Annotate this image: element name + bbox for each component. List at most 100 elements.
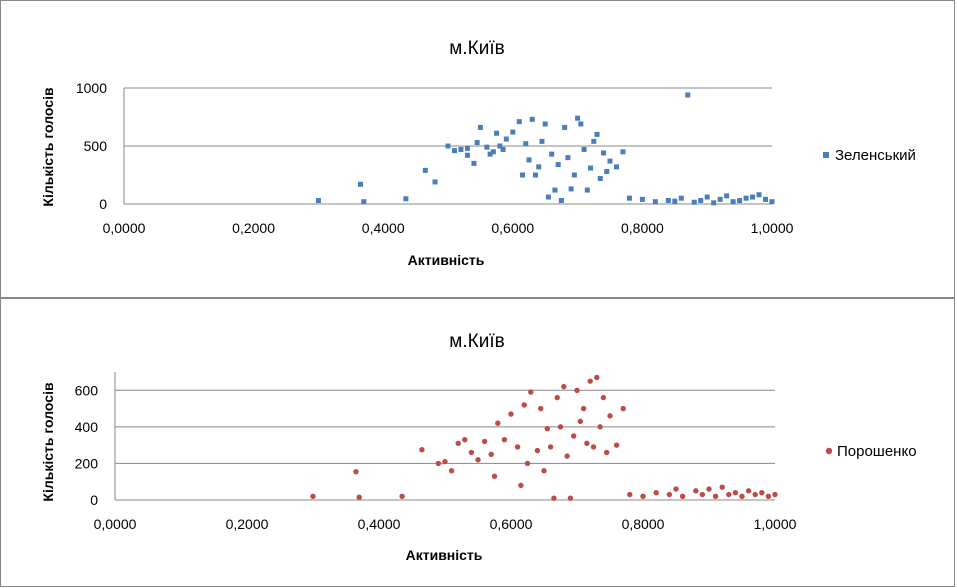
data-point bbox=[445, 143, 451, 149]
data-point bbox=[549, 151, 555, 157]
data-point bbox=[574, 387, 580, 393]
data-point bbox=[604, 449, 610, 456]
data-points bbox=[310, 374, 778, 501]
data-point bbox=[590, 444, 597, 450]
data-point bbox=[536, 164, 542, 170]
data-point bbox=[361, 199, 367, 205]
data-point bbox=[743, 195, 749, 201]
data-point bbox=[719, 484, 725, 490]
legend-entry: Порошенко bbox=[837, 443, 917, 460]
data-point bbox=[607, 158, 613, 164]
data-point bbox=[464, 152, 470, 158]
data-point bbox=[691, 199, 697, 205]
data-point bbox=[481, 438, 488, 445]
data-point bbox=[756, 192, 762, 198]
data-point bbox=[518, 482, 524, 489]
y-tick-label: 0 bbox=[99, 196, 107, 212]
data-point bbox=[495, 420, 501, 426]
data-point bbox=[699, 491, 706, 498]
data-point bbox=[488, 451, 494, 457]
data-point bbox=[613, 164, 619, 170]
data-point bbox=[587, 378, 593, 384]
chart-poroshenko-svg: м.Київ 0 200 400 600 0,0000 0,2000 0,4000 0,60… bbox=[40, 331, 917, 563]
data-points bbox=[315, 92, 775, 206]
data-point bbox=[500, 146, 506, 152]
data-point bbox=[451, 148, 457, 154]
data-point bbox=[739, 493, 745, 500]
data-point bbox=[475, 457, 481, 463]
data-point bbox=[759, 489, 765, 496]
y-axis-label: Кількість голосів bbox=[40, 382, 56, 502]
data-point bbox=[672, 198, 678, 204]
data-point bbox=[640, 493, 646, 500]
data-point bbox=[673, 486, 679, 492]
chart-zelensky-svg: м.Київ 0 500 1000 0,0000 0,2000 0,4000 0,6000… bbox=[40, 38, 916, 268]
data-point bbox=[455, 440, 461, 447]
data-point bbox=[607, 413, 613, 419]
data-point bbox=[763, 196, 769, 202]
y-tick-label: 500 bbox=[84, 138, 108, 154]
data-point bbox=[464, 145, 470, 151]
data-point bbox=[693, 488, 699, 494]
data-point bbox=[524, 460, 531, 467]
data-point bbox=[750, 194, 756, 200]
data-point bbox=[752, 491, 758, 498]
x-tick-label: 1,0000 bbox=[751, 220, 794, 236]
data-point bbox=[580, 405, 587, 412]
data-point bbox=[679, 493, 686, 500]
data-point bbox=[552, 187, 558, 193]
data-point bbox=[698, 198, 704, 204]
gridlines bbox=[114, 372, 775, 501]
data-point bbox=[539, 138, 545, 144]
legend-marker bbox=[825, 447, 833, 455]
data-point bbox=[468, 449, 475, 456]
data-point bbox=[597, 175, 603, 181]
data-point bbox=[571, 172, 577, 178]
data-point bbox=[545, 194, 551, 200]
data-point bbox=[685, 92, 691, 98]
data-point bbox=[581, 146, 587, 152]
data-point bbox=[510, 129, 516, 135]
x-tick-label: 0,6000 bbox=[491, 220, 534, 236]
x-tick-label: 0,0000 bbox=[103, 220, 146, 236]
data-point bbox=[706, 486, 712, 492]
data-point bbox=[487, 151, 493, 157]
data-point bbox=[477, 124, 483, 130]
data-point bbox=[555, 162, 561, 168]
legend-marker bbox=[823, 152, 829, 158]
data-point bbox=[613, 442, 620, 448]
y-tick-label: 0 bbox=[90, 492, 98, 508]
data-point bbox=[501, 436, 508, 443]
x-tick-label: 0,2000 bbox=[232, 220, 275, 236]
data-point bbox=[448, 468, 455, 474]
data-point bbox=[584, 187, 590, 193]
y-tick-labels: 0 200 400 600 bbox=[75, 382, 99, 508]
data-point bbox=[516, 119, 522, 125]
data-point bbox=[471, 160, 477, 166]
y-tick-label: 1000 bbox=[76, 80, 107, 96]
data-point bbox=[494, 130, 500, 136]
data-point bbox=[601, 150, 607, 156]
x-tick-label: 0,4000 bbox=[358, 516, 401, 532]
data-point bbox=[594, 131, 600, 137]
data-point bbox=[712, 493, 719, 500]
data-point bbox=[508, 411, 514, 417]
data-point bbox=[577, 418, 583, 425]
data-point bbox=[745, 488, 752, 494]
data-point bbox=[458, 146, 464, 152]
data-point bbox=[435, 460, 442, 467]
data-point bbox=[626, 195, 632, 201]
y-tick-label: 200 bbox=[75, 455, 99, 471]
data-point bbox=[666, 491, 673, 498]
data-point bbox=[639, 196, 645, 202]
data-point bbox=[765, 493, 772, 500]
data-point bbox=[597, 424, 603, 430]
data-point bbox=[604, 169, 610, 175]
data-point bbox=[665, 198, 671, 204]
data-point bbox=[575, 115, 581, 121]
data-point bbox=[547, 444, 554, 450]
data-point bbox=[532, 172, 538, 178]
data-point bbox=[353, 468, 359, 475]
y-tick-label: 400 bbox=[75, 419, 99, 435]
data-point bbox=[711, 200, 717, 206]
